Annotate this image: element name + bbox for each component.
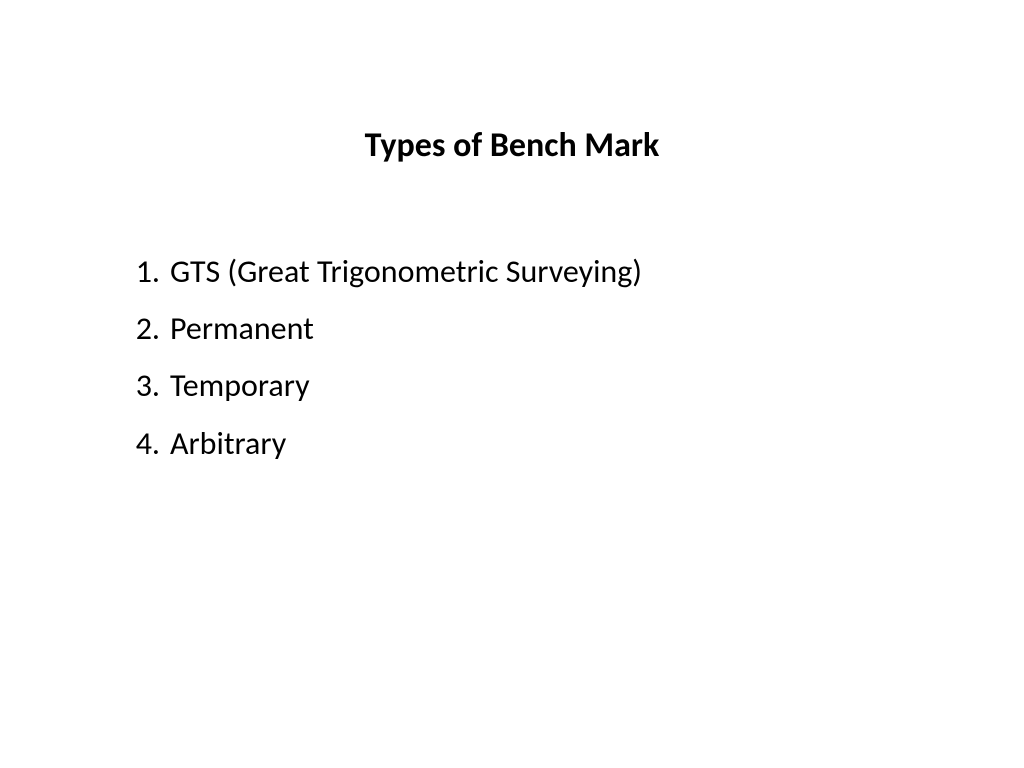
list-item: Arbitrary xyxy=(120,418,954,469)
list-item: Permanent xyxy=(120,303,954,354)
list-item: Temporary xyxy=(120,360,954,411)
slide-container: Types of Bench Mark GTS (Great Trigonome… xyxy=(0,0,1024,768)
slide-title: Types of Bench Mark xyxy=(70,125,954,166)
list-item: GTS (Great Trigonometric Surveying) xyxy=(120,246,954,297)
numbered-list: GTS (Great Trigonometric Surveying) Perm… xyxy=(70,246,954,469)
